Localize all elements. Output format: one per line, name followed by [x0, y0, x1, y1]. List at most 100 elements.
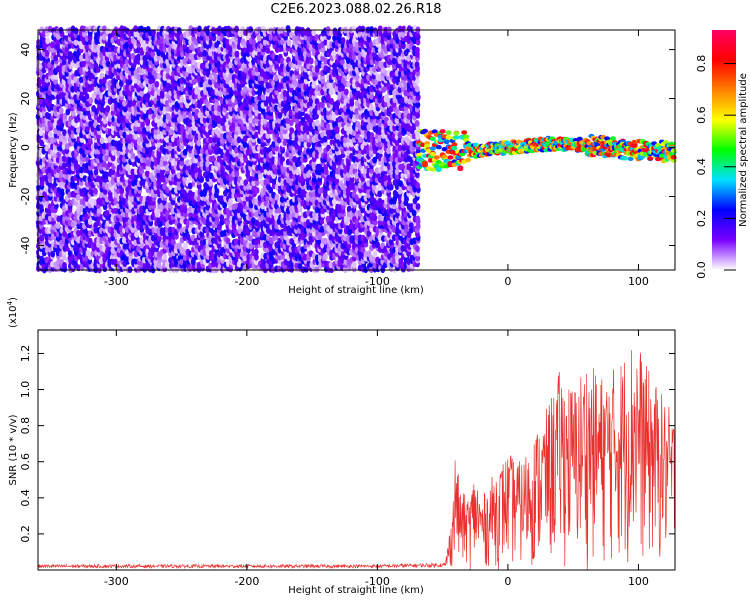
- spectrogram-cell: [136, 53, 141, 61]
- spectrogram-cell: [141, 42, 147, 50]
- spectrogram-cell: [193, 237, 199, 245]
- spectrogram-cell: [39, 139, 45, 147]
- spectrogram-cell: [154, 80, 160, 88]
- spectrogram-cell: [85, 125, 90, 133]
- figure-title: C2E6.2023.088.02.26.R18: [270, 2, 441, 17]
- spectrogram-cell: [234, 25, 239, 33]
- spectrogram-cell: [130, 85, 136, 93]
- spectrogram-cell: [44, 144, 50, 152]
- spectrogram-cell: [127, 183, 133, 191]
- spectrogram-cell: [208, 136, 214, 144]
- spectrogram-cell: [47, 61, 52, 69]
- spectrogram-cell: [139, 210, 145, 218]
- spectrogram-cell: [176, 172, 182, 179]
- spectrogram-cell: [104, 154, 110, 162]
- spectrogram-cell: [101, 33, 107, 41]
- spectrogram-cell: [199, 199, 205, 207]
- spectrogram-cell: [197, 25, 202, 33]
- spectrogram-cell: [148, 113, 153, 120]
- spectrogram-cell: [53, 73, 59, 80]
- spectrogram-cell: [87, 137, 93, 144]
- spectrogram-cell: [187, 120, 193, 128]
- spectrogram-cell: [44, 256, 50, 264]
- spectrogram-cell: [150, 50, 156, 58]
- spectrogram-cell: [127, 100, 133, 108]
- spectrogram-cell: [248, 26, 254, 33]
- spectrogram-cell: [39, 234, 45, 242]
- spectrogram-cell: [295, 168, 300, 176]
- spectrogram-cell: [82, 246, 87, 253]
- spectrogram-cell: [145, 124, 151, 132]
- spectrogram-cell: [208, 123, 213, 131]
- spectrogram-cell: [55, 65, 61, 73]
- spectrogram-cell: [75, 193, 81, 201]
- spectrogram-cell: [58, 107, 64, 115]
- spectrogram-cell: [50, 46, 56, 54]
- spectrogram-cell: [144, 170, 150, 178]
- spectrogram-cell: [202, 116, 208, 124]
- spectrogram-cell: [90, 150, 96, 158]
- spectrogram-cell: [219, 214, 225, 222]
- spectrogram-cell: [124, 226, 130, 233]
- spectrogram-cell: [265, 47, 271, 54]
- spectrogram-cell: [136, 78, 142, 86]
- spectrogram-cell: [205, 203, 211, 211]
- spectrogram-cell: [45, 37, 51, 45]
- spectrogram-cell: [73, 27, 79, 35]
- spectrogram-cell: [202, 54, 208, 62]
- spectrogram-cell: [285, 25, 291, 32]
- spectrogram-cell: [84, 93, 90, 100]
- spectrogram-cell: [96, 207, 102, 214]
- spectrogram-cell: [182, 111, 188, 119]
- spectrogram-cell: [162, 253, 168, 261]
- spectrogram-cell: [157, 234, 162, 242]
- spectrogram-cell: [105, 60, 111, 68]
- spectrogram-cell: [127, 89, 133, 97]
- spectrogram-cell: [110, 246, 116, 254]
- spectrogram-cell: [101, 148, 107, 155]
- spectrogram-cell: [199, 176, 205, 183]
- spectrogram-cell: [133, 133, 139, 140]
- spectrogram-cell: [130, 168, 136, 176]
- spectrogram-cell: [105, 105, 111, 113]
- spectrogram-cell: [199, 230, 205, 238]
- spectrogram-cell: [53, 77, 58, 85]
- spectrogram-cell: [160, 168, 165, 176]
- spectrogram-cell: [78, 76, 84, 84]
- spectrogram-cell: [122, 99, 127, 107]
- spectrogram-cell: [274, 74, 279, 82]
- spectrogram-cell: [47, 172, 53, 180]
- spectrogram-cell: [64, 143, 70, 150]
- spectrogram-cell: [38, 129, 44, 137]
- spectrogram-cell: [47, 245, 53, 253]
- spectrogram-cell: [98, 257, 104, 265]
- spectrogram-cell: [151, 29, 156, 37]
- spectrogram-cell: [41, 37, 47, 45]
- spectrogram-cell: [95, 66, 101, 73]
- spectrogram-cell: [183, 242, 188, 250]
- spectrogram-cell: [38, 203, 44, 211]
- spectrogram-cell: [53, 54, 59, 62]
- spectrogram-cell: [44, 233, 50, 241]
- spectrogram-cell: [228, 197, 234, 205]
- spectrogram-cell: [150, 175, 156, 183]
- spectrogram-cell: [156, 49, 162, 57]
- spectrogram-cell: [165, 58, 170, 66]
- spectrogram-cell: [119, 175, 125, 183]
- spectrogram-cell: [144, 77, 150, 85]
- spectrogram-cell: [136, 73, 142, 81]
- spectrogram-cell: [93, 25, 98, 33]
- spectrogram-cell: [173, 258, 179, 266]
- spectrogram-cell: [47, 131, 53, 139]
- spectrogram-cell: [87, 218, 93, 225]
- spectrogram-cell: [99, 137, 105, 144]
- spectrogram-cell: [187, 88, 193, 96]
- spectrogram-cell: [322, 253, 328, 261]
- spectrogram-cell: [308, 57, 314, 65]
- spectrogram-cell: [73, 159, 79, 166]
- spectrogram-cell: [104, 183, 110, 191]
- spectrogram-cell: [286, 39, 292, 47]
- spectrogram-cell: [170, 238, 176, 246]
- spectrogram-cell: [157, 197, 163, 205]
- spectrogram-cell: [164, 210, 170, 217]
